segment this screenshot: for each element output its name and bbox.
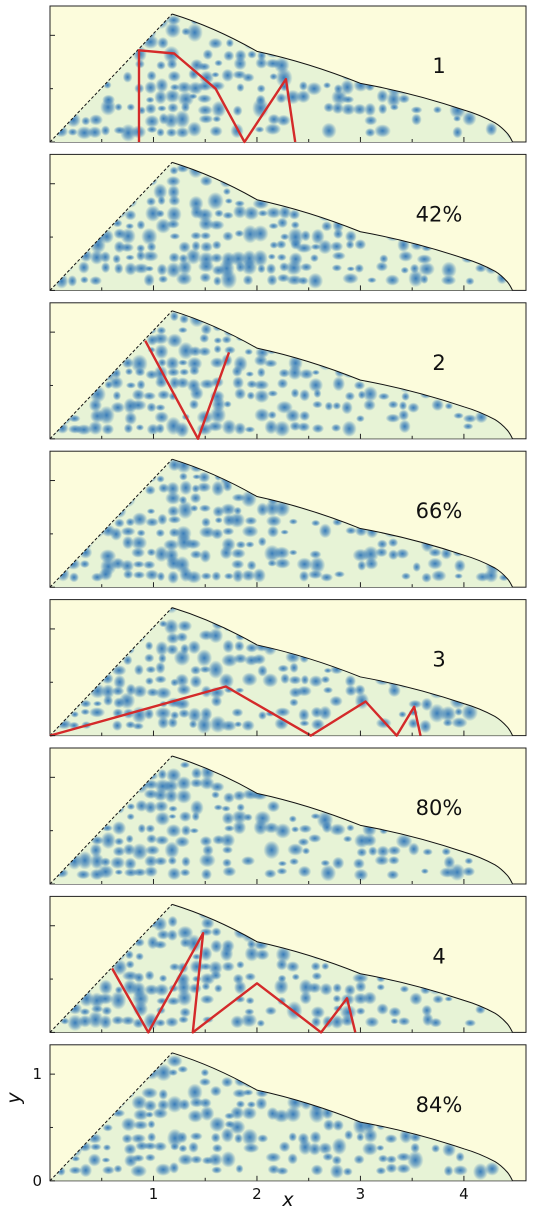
panel-label: 84% bbox=[416, 1093, 463, 1117]
x-tick-label: 1 bbox=[149, 1185, 159, 1203]
panel-label: 3 bbox=[432, 648, 445, 672]
trajectory-line bbox=[49, 685, 422, 737]
curved-boundary bbox=[171, 1052, 514, 1182]
panel-1: 1 bbox=[49, 5, 527, 144]
x-tick-label: 2 bbox=[252, 1185, 262, 1203]
dashed-boundary bbox=[49, 310, 173, 440]
trajectory-line bbox=[144, 340, 231, 440]
dashed-boundary bbox=[49, 755, 173, 885]
dashed-boundary bbox=[49, 607, 173, 736]
panel-label: 66% bbox=[416, 499, 463, 523]
trajectory-line bbox=[137, 49, 297, 144]
curved-boundary bbox=[171, 755, 514, 885]
panel-4: 66% bbox=[49, 450, 527, 588]
dashed-boundary bbox=[49, 13, 173, 143]
panel-label: 4 bbox=[432, 944, 445, 968]
panel-label: 42% bbox=[416, 202, 463, 226]
panel-2: 42% bbox=[49, 153, 527, 291]
trajectory-line bbox=[111, 932, 357, 1034]
panel-3: 2 bbox=[49, 302, 527, 440]
axis-titles: x y bbox=[3, 1092, 294, 1211]
dashed-boundary bbox=[49, 904, 173, 1033]
curved-boundary bbox=[171, 458, 514, 588]
x-axis-title: x bbox=[281, 1189, 294, 1211]
y-axis-title: y bbox=[3, 1092, 25, 1105]
dashed-boundary bbox=[49, 1052, 173, 1182]
curved-boundary bbox=[171, 310, 514, 440]
panel-label: 2 bbox=[432, 351, 445, 375]
curved-boundary bbox=[171, 607, 514, 736]
curved-boundary bbox=[171, 13, 514, 143]
dashed-boundary bbox=[49, 162, 173, 291]
panel-5: 3 bbox=[49, 599, 527, 737]
y-tick-label: 0 bbox=[32, 1172, 42, 1190]
x-tick-label: 4 bbox=[459, 1185, 469, 1203]
y-tick-label: 1 bbox=[32, 1065, 42, 1083]
dashed-boundary bbox=[49, 458, 173, 588]
panels-group: 1 42% 2 66% 3 80% 4 84% 1 2 3 4 0 1 bbox=[32, 5, 527, 1203]
x-tick-label: 3 bbox=[356, 1185, 366, 1203]
panel-label: 80% bbox=[416, 796, 463, 820]
panel-label: 1 bbox=[432, 54, 445, 78]
panel-7: 4 bbox=[49, 895, 527, 1034]
panel-8: 84% 1 2 3 4 0 1 bbox=[32, 1044, 527, 1203]
panel-6: 80% bbox=[49, 747, 527, 885]
curved-boundary bbox=[171, 903, 514, 1033]
curved-boundary bbox=[171, 161, 514, 291]
